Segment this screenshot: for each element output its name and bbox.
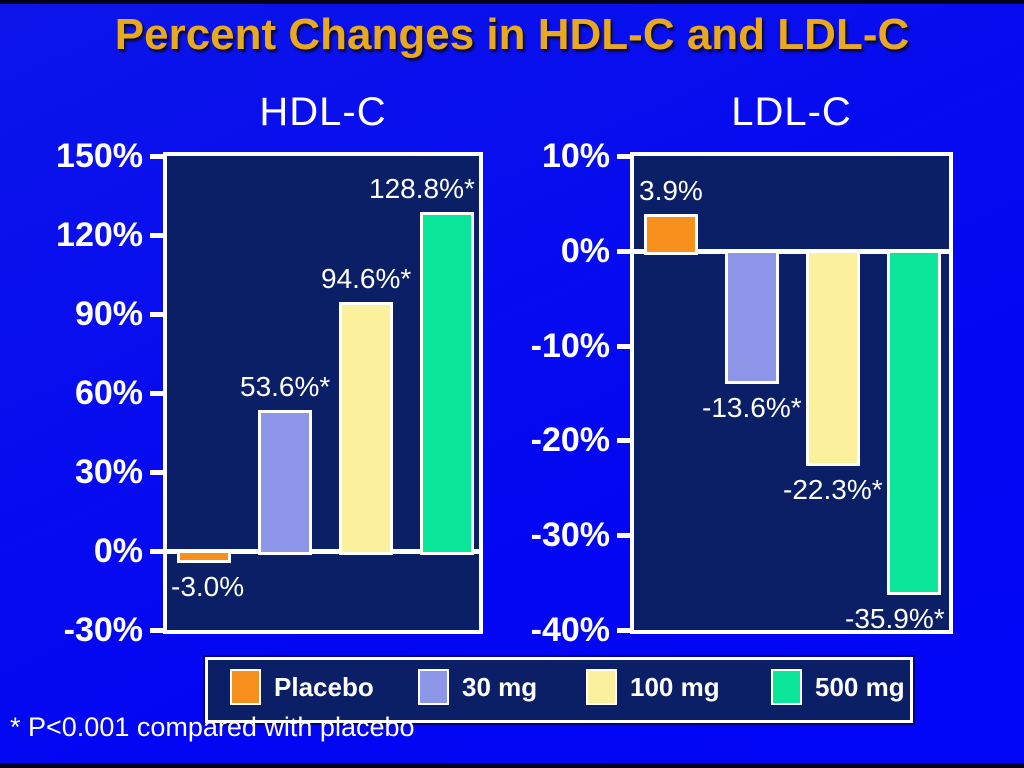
y-tick-label: 150% [56, 137, 143, 175]
bar-placebo-ldl-c [644, 213, 698, 255]
bar-30-mg-ldl-c [725, 249, 779, 384]
y-tick-mark [617, 343, 630, 349]
legend-swatch-500-mg [771, 669, 802, 705]
y-tick-mark [617, 533, 630, 539]
y-tick-mark [150, 470, 163, 475]
y-tick-label: -20% [530, 421, 610, 460]
y-tick-label: 0% [560, 231, 610, 270]
y-tick-mark [617, 248, 630, 254]
bar-value-label: 3.9% [639, 174, 703, 206]
y-tick-label: 0% [93, 532, 143, 570]
y-tick-label: -30% [63, 611, 143, 649]
y-tick-mark [150, 391, 163, 396]
bar-value-label: -35.9%* [845, 603, 945, 635]
legend-swatch-100-mg [586, 669, 617, 705]
hdl-plot-area: -3.0% 53.6%* 94.6%* 128.8%* [163, 152, 483, 634]
bottom-edge-strip [0, 763, 1024, 768]
zero-baseline [167, 549, 479, 554]
zero-baseline [634, 248, 949, 254]
y-tick-label: 90% [74, 295, 143, 333]
y-tick-mark [150, 312, 163, 317]
y-tick-label: -40% [530, 611, 610, 649]
hdl-chart-title: HDL-C [259, 90, 387, 134]
bar-500-mg-ldl-c [887, 249, 941, 596]
bar-value-label: 53.6%* [240, 370, 331, 402]
legend-label: 30 mg [462, 672, 538, 702]
y-tick-mark [150, 549, 163, 554]
bar-100-mg-hdl-c [339, 301, 393, 555]
ldl-chart-title: LDL-C [731, 90, 852, 134]
legend-box: Placebo 30 mg 100 mg 500 mg [205, 657, 913, 723]
y-tick-label: 120% [56, 216, 143, 254]
y-tick-label: 60% [74, 374, 143, 412]
bar-30-mg-hdl-c [258, 409, 312, 555]
top-edge-strip [0, 0, 1024, 4]
bar-value-label: 128.8%* [369, 172, 475, 204]
bar-value-label: -13.6%* [702, 391, 802, 423]
ldl-plot-inner: 3.9% -13.6%* -22.3%* -35.9%* [634, 156, 949, 634]
legend-swatch-placebo [230, 669, 261, 705]
bar-100-mg-ldl-c [806, 249, 860, 467]
y-tick-mark [150, 233, 163, 238]
legend-label: 500 mg [815, 672, 905, 702]
y-tick-label: 30% [74, 453, 143, 491]
y-tick-label: 10% [541, 137, 610, 175]
legend-label: Placebo [274, 672, 374, 702]
y-tick-mark [150, 628, 163, 633]
legend-swatch-30-mg [418, 669, 449, 705]
hdl-plot-inner: -3.0% 53.6%* 94.6%* 128.8%* [167, 156, 479, 630]
y-tick-mark [617, 628, 630, 633]
y-tick-mark [150, 154, 163, 159]
y-tick-mark [617, 154, 630, 159]
y-tick-label: -30% [530, 516, 610, 555]
bar-placebo-hdl-c [177, 550, 231, 563]
slide-title: Percent Changes in HDL-C and LDL-C [114, 10, 910, 59]
y-tick-label: -10% [530, 326, 610, 365]
footnote: * P<0.001 compared with placebo [10, 712, 415, 742]
bar-value-label: 94.6%* [321, 262, 412, 294]
legend-label: 100 mg [630, 672, 720, 702]
bar-500-mg-hdl-c [420, 211, 474, 555]
y-tick-mark [617, 438, 630, 444]
bar-value-label: -22.3%* [783, 474, 883, 506]
bar-value-label: -3.0% [171, 570, 245, 602]
ldl-plot-area: 3.9% -13.6%* -22.3%* -35.9%* [630, 152, 953, 634]
